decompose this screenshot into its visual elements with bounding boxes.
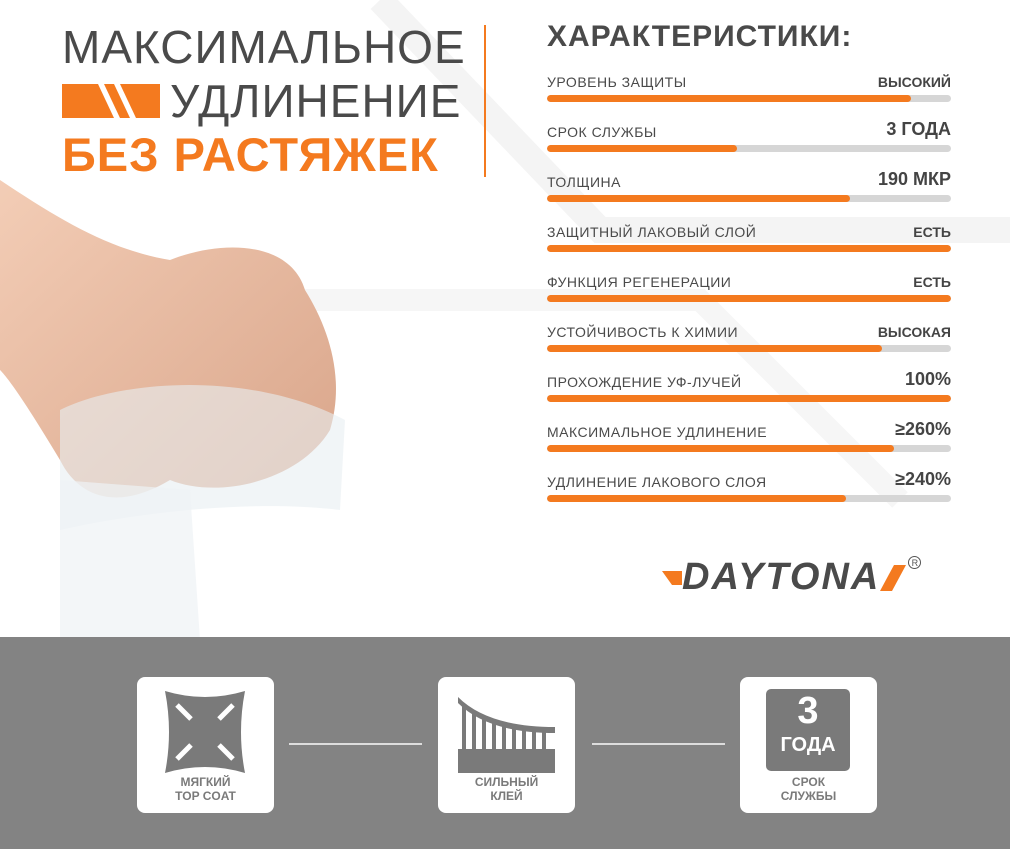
spec-bar-fill xyxy=(547,495,846,502)
spec-label: ФУНКЦИЯ РЕГЕНЕРАЦИИ xyxy=(547,274,732,290)
spec-value: ЕСТЬ xyxy=(913,224,951,240)
spec-row: УДЛИНЕНИЕ ЛАКОВОГО СЛОЯ ≥240% xyxy=(547,466,951,516)
spec-bar-track xyxy=(547,95,951,102)
spec-bar-track xyxy=(547,245,951,252)
spec-label: УРОВЕНЬ ЗАЩИТЫ xyxy=(547,74,687,90)
feature-label: СЛУЖБЫ xyxy=(780,789,837,803)
spec-bar-track xyxy=(547,495,951,502)
feature-strong-glue: СИЛЬНЫЙ КЛЕЙ xyxy=(438,677,575,813)
spec-label: УДЛИНЕНИЕ ЛАКОВОГО СЛОЯ xyxy=(547,474,767,490)
features-band: МЯГКИЙ TOP COAT СИЛЬНЫЙ КЛЕЙ 3 ГОДА СРОК СЛ… xyxy=(0,637,1010,849)
spec-bar-track xyxy=(547,145,951,152)
spec-bar-track xyxy=(547,445,951,452)
hand-with-film-image xyxy=(0,180,345,640)
feature-service-life: 3 ГОДА СРОК СЛУЖБЫ xyxy=(740,677,877,813)
spec-label: ЗАЩИТНЫЙ ЛАКОВЫЙ СЛОЙ xyxy=(547,224,757,240)
spec-label: СРОК СЛУЖБЫ xyxy=(547,124,657,140)
spec-bar-fill xyxy=(547,145,737,152)
spec-bar-fill xyxy=(547,95,911,102)
headline-line3: БЕЗ РАСТЯЖЕК xyxy=(62,128,439,181)
feature-label: КЛЕЙ xyxy=(490,789,523,803)
spec-value: 3 ГОДА xyxy=(886,119,951,139)
logo-slash-icon xyxy=(880,564,907,591)
spec-row: УРОВЕНЬ ЗАЩИТЫ ВЫСОКИЙ xyxy=(547,66,951,116)
daytona-logo: DAYTONA R xyxy=(662,556,922,599)
headline: МАКСИМАЛЬНОЕ УДЛИНЕНИЕ БЕЗ РАСТЯЖЕК xyxy=(62,22,466,182)
connector-line xyxy=(592,743,725,745)
spec-value: ЕСТЬ xyxy=(913,274,951,290)
spec-label: ТОЛЩИНА xyxy=(547,174,621,190)
spec-value: ≥260% xyxy=(895,419,951,439)
spec-bar-fill xyxy=(547,395,951,402)
spec-bar-fill xyxy=(547,195,850,202)
stripe-logo-icon xyxy=(62,84,160,118)
spec-row: ЗАЩИТНЫЙ ЛАКОВЫЙ СЛОЙ ЕСТЬ xyxy=(547,216,951,266)
spec-bar-track xyxy=(547,345,951,352)
spec-row: ПРОХОЖДЕНИЕ УФ-ЛУЧЕЙ 100% xyxy=(547,366,951,416)
adhesive-icon xyxy=(458,697,555,773)
spec-bar-track xyxy=(547,195,951,202)
badge-3-years-icon: 3 ГОДА xyxy=(766,689,850,771)
spec-row: УСТОЙЧИВОСТЬ К ХИМИИ ВЫСОКАЯ xyxy=(547,316,951,366)
spec-bar-track xyxy=(547,295,951,302)
spec-label: ПРОХОЖДЕНИЕ УФ-ЛУЧЕЙ xyxy=(547,374,742,390)
spec-bar-fill xyxy=(547,245,951,252)
spec-row: МАКСИМАЛЬНОЕ УДЛИНЕНИЕ ≥260% xyxy=(547,416,951,466)
connector-line xyxy=(289,743,422,745)
logo-arrow-icon xyxy=(662,570,682,585)
logo-text: DAYTONA xyxy=(682,556,881,598)
divider xyxy=(484,25,486,177)
spec-value: 190 МКР xyxy=(877,169,951,189)
spec-label: УСТОЙЧИВОСТЬ К ХИМИИ xyxy=(547,324,739,340)
spec-label: МАКСИМАЛЬНОЕ УДЛИНЕНИЕ xyxy=(547,424,768,440)
stretch-arrows-icon xyxy=(165,691,245,773)
specs-title: ХАРАКТЕРИСТИКИ: xyxy=(547,20,853,53)
badge-unit: ГОДА xyxy=(780,734,836,756)
spec-bar-fill xyxy=(547,445,895,452)
feature-label: СИЛЬНЫЙ xyxy=(474,775,539,789)
feature-label: МЯГКИЙ xyxy=(180,775,231,789)
spec-row: СРОК СЛУЖБЫ 3 ГОДА xyxy=(547,116,951,166)
specs-panel: ХАРАКТЕРИСТИКИ: УРОВЕНЬ ЗАЩИТЫ ВЫСОКИЙ СРО… xyxy=(547,20,951,516)
headline-line1: МАКСИМАЛЬНОЕ xyxy=(62,21,466,73)
spec-value: 100% xyxy=(904,369,951,389)
spec-row: ФУНКЦИЯ РЕГЕНЕРАЦИИ ЕСТЬ xyxy=(547,266,951,316)
spec-bar-fill xyxy=(547,345,883,352)
registered-mark: R xyxy=(908,556,922,569)
spec-value: ≥240% xyxy=(895,469,951,489)
feature-soft-topcoat: МЯГКИЙ TOP COAT xyxy=(137,677,274,813)
spec-bar-fill xyxy=(547,295,951,302)
spec-value: ВЫСОКАЯ xyxy=(877,324,951,340)
feature-label: СРОК xyxy=(791,775,826,789)
spec-bar-track xyxy=(547,395,951,402)
badge-number: 3 xyxy=(797,690,819,732)
spec-row: ТОЛЩИНА 190 МКР xyxy=(547,166,951,216)
feature-label: TOP COAT xyxy=(175,789,236,803)
spec-value: ВЫСОКИЙ xyxy=(877,74,951,90)
headline-line2: УДЛИНЕНИЕ xyxy=(170,75,462,127)
